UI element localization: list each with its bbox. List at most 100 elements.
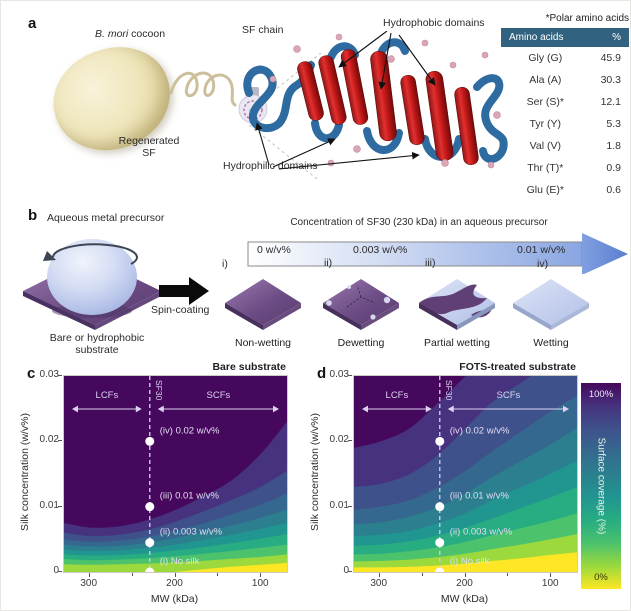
stage-thumb-non-wetting bbox=[225, 279, 301, 330]
process-arrow-icon bbox=[159, 277, 209, 305]
stage-numeral-ii: ii) bbox=[324, 257, 333, 269]
x-tick-mark bbox=[464, 573, 466, 577]
table-cell: 5.3 bbox=[606, 118, 621, 130]
amino-header-cell: % bbox=[612, 32, 621, 43]
chart-title: Bare substrate bbox=[212, 361, 286, 373]
sf30-line-label: SF30 bbox=[154, 380, 164, 401]
condition-marker-label: (iv) 0.02 w/v% bbox=[160, 425, 220, 436]
y-tick-mark bbox=[58, 440, 62, 442]
polar-residue-dots bbox=[269, 33, 501, 169]
y-tick-mark bbox=[348, 375, 352, 376]
stage-caption-dewetting: Dewetting bbox=[337, 337, 385, 349]
precursor-droplet bbox=[47, 239, 137, 315]
x-tick-label: 200 bbox=[166, 578, 183, 589]
lcf-range-arrow-head-left bbox=[362, 405, 368, 413]
cocoon-label-italic: B. mori bbox=[95, 28, 129, 40]
x-tick-mark bbox=[260, 573, 262, 577]
y-tick-label: 0.02 bbox=[329, 434, 349, 446]
table-cell: 12.1 bbox=[600, 96, 621, 108]
amino-acid-table-block: *Polar amino acids Amino acids% Gly (G) 45… bbox=[501, 13, 629, 201]
table-cell: Glu (E)* bbox=[526, 184, 564, 196]
table-cell: 45.9 bbox=[600, 52, 621, 64]
table-row: Thr (T)* 0.9 bbox=[501, 157, 629, 179]
bare-substrate-line1: Bare or hydrophobic bbox=[49, 332, 145, 344]
hydrophilic-domains-label: Hydrophilic domains bbox=[223, 160, 318, 172]
x-minor-tick-mark bbox=[421, 573, 423, 576]
scf-range-arrow-head-right bbox=[563, 405, 569, 413]
condition-marker-dot bbox=[435, 567, 445, 572]
chart-title: FOTS-treated substrate bbox=[459, 361, 576, 373]
x-tick-mark bbox=[550, 573, 552, 577]
sf-chain-illustration bbox=[243, 31, 508, 170]
condition-marker-dot bbox=[435, 502, 445, 512]
condition-marker-label: (ii) 0.003 w/v% bbox=[160, 527, 223, 538]
hydrophobic-domains-label: Hydrophobic domains bbox=[383, 17, 485, 29]
x-tick-label: 300 bbox=[80, 578, 98, 589]
contour-band bbox=[64, 562, 287, 572]
regenerated-line2: SF bbox=[142, 147, 156, 159]
table-row: Gly (G) 45.9 bbox=[501, 47, 629, 69]
condition-marker-dot bbox=[435, 538, 445, 548]
stage-numeral-iv: iv) bbox=[537, 258, 549, 270]
conc-tick-0: 0 w/v% bbox=[257, 244, 291, 256]
y-tick-label: 0 bbox=[53, 565, 59, 576]
y-tick-label: 0 bbox=[343, 565, 349, 576]
panel-a-label: a bbox=[28, 15, 37, 32]
x-minor-tick-mark bbox=[217, 573, 219, 576]
hydrophilic-annotation-arrows bbox=[255, 122, 420, 170]
condition-marker-dot bbox=[435, 436, 445, 446]
table-cell: Thr (T)* bbox=[527, 162, 564, 174]
colorbar-axis-label: Surface coverage (%) bbox=[595, 437, 607, 535]
lcf-region-label: LCFs bbox=[96, 390, 119, 401]
panel-c-chart: c Bare substrate LCFs SCFs SF30 (iv) 0.02 w/v… bbox=[19, 361, 289, 610]
y-tick-mark bbox=[348, 440, 352, 442]
scf-region-label: SCFs bbox=[497, 390, 521, 401]
condition-marker-label: (i) No silk bbox=[160, 556, 200, 567]
panel-b-label: b bbox=[28, 207, 38, 224]
condition-marker-dot bbox=[145, 567, 155, 572]
condition-marker-label: (ii) 0.003 w/v% bbox=[450, 527, 513, 538]
table-cell: 0.9 bbox=[606, 162, 621, 174]
concentration-gradient-arrow bbox=[247, 233, 628, 274]
cocoon-label: B. mori cocoon bbox=[95, 28, 165, 40]
conc-tick-1: 0.003 w/v% bbox=[353, 244, 408, 256]
x-tick-label: 300 bbox=[370, 578, 388, 589]
table-cell: 0.6 bbox=[606, 184, 621, 196]
y-tick-mark bbox=[348, 505, 352, 507]
table-row: Tyr (Y) 5.3 bbox=[501, 113, 629, 135]
contour-band bbox=[354, 552, 577, 572]
amino-table-body: Gly (G) 45.9 Ala (A) 30.3 Ser (S)* 12.1 Tyr (Y… bbox=[501, 47, 629, 201]
precursor-label: Aqueous metal precursor bbox=[47, 212, 165, 224]
condition-marker-label: (iii) 0.01 w/v% bbox=[450, 491, 510, 502]
cocoon-label-rest: cocoon bbox=[128, 28, 166, 40]
x-axis-label: MW (kDa) bbox=[440, 593, 489, 605]
y-tick-label: 0.01 bbox=[39, 499, 59, 511]
x-minor-tick-mark bbox=[131, 573, 133, 576]
stage-caption-partial-wetting: Partial wetting bbox=[424, 337, 490, 349]
x-minor-tick-mark bbox=[507, 573, 509, 576]
y-tick-label: 0.03 bbox=[329, 369, 349, 380]
amino-header-row: Amino acids% bbox=[501, 28, 629, 47]
table-cell: 30.3 bbox=[600, 74, 621, 86]
stage-numeral-iii: iii) bbox=[425, 257, 436, 269]
lcf-region-label: LCFs bbox=[386, 390, 409, 401]
y-tick-label: 0.03 bbox=[39, 369, 59, 380]
x-tick-mark bbox=[174, 573, 176, 577]
y-tick-mark bbox=[58, 505, 62, 507]
panel-d-label: d bbox=[317, 365, 327, 382]
table-cell: Gly (G) bbox=[528, 52, 563, 64]
stage-caption-wetting: Wetting bbox=[533, 337, 569, 349]
silk-thread-squiggle bbox=[169, 71, 237, 107]
lcf-range-arrow-head-left bbox=[72, 405, 78, 413]
hydrophobic-annotation-arrows bbox=[338, 31, 436, 90]
rotation-swirl-arrow bbox=[52, 243, 138, 265]
concentration-arrow-title: Concentration of SF30 (230 kDa) in an aq… bbox=[290, 217, 548, 228]
stage-caption-non-wetting: Non-wetting bbox=[234, 337, 292, 349]
lcf-range-arrow-head-right bbox=[135, 405, 142, 413]
y-tick-mark bbox=[348, 571, 352, 572]
x-tick-label: 100 bbox=[541, 578, 559, 589]
bare-substrate-line2: substrate bbox=[75, 344, 119, 356]
table-cell: Tyr (Y) bbox=[529, 118, 562, 130]
spin-coating-label: Spin-coating bbox=[151, 304, 210, 316]
